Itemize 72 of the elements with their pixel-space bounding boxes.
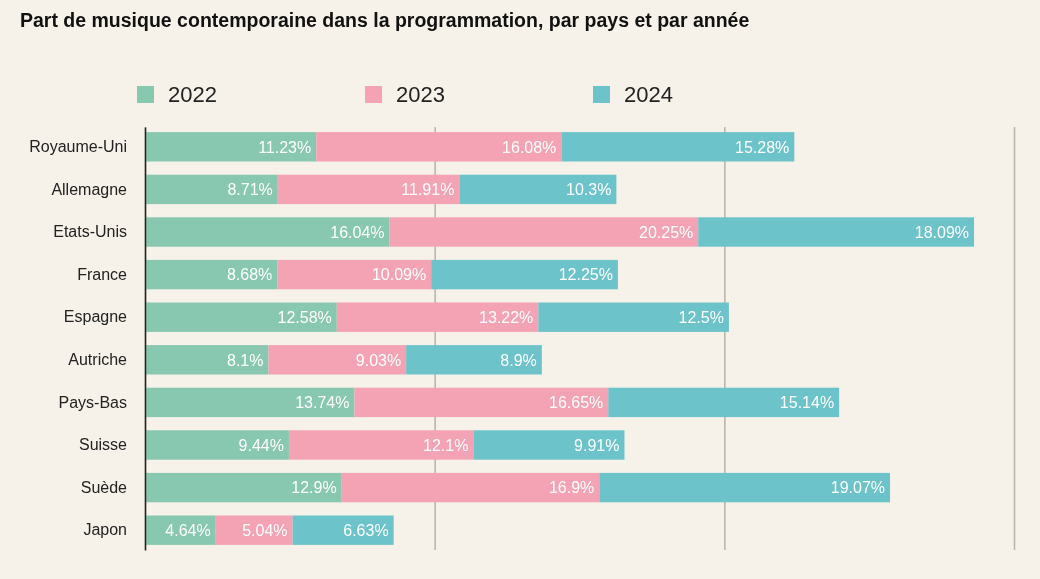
data-label: 16.9% — [548, 479, 595, 497]
data-label: 10.3% — [566, 181, 612, 199]
data-label: 16.08% — [502, 138, 557, 156]
data-label: 13.22% — [479, 308, 534, 326]
data-label: 10.09% — [371, 266, 427, 284]
data-label: 12.25% — [558, 266, 613, 284]
bar — [145, 387, 355, 418]
bar — [277, 259, 432, 290]
bar — [145, 217, 390, 247]
bar — [354, 387, 609, 418]
data-label: 6.63% — [343, 521, 389, 539]
bar — [145, 174, 278, 205]
y-tick-label: Espagne — [63, 308, 128, 326]
data-label: 12.9% — [291, 479, 337, 497]
y-tick-label: Autriche — [68, 350, 128, 368]
data-label: 8.68% — [226, 266, 273, 284]
bar — [608, 387, 840, 418]
data-label: 15.14% — [779, 394, 835, 412]
legend-label: 2024 — [624, 81, 673, 107]
legend-label: 2022 — [168, 81, 217, 107]
bar — [431, 259, 618, 290]
bar — [316, 132, 562, 162]
y-tick-label: Japon — [83, 521, 127, 539]
bar — [341, 472, 600, 503]
data-label: 12.1% — [423, 436, 469, 454]
y-tick-label: France — [77, 265, 128, 283]
y-tick-label: Royaume-Uni — [29, 137, 127, 155]
bar — [561, 132, 795, 162]
data-label: 9.44% — [238, 436, 284, 454]
y-tick-label: Suisse — [78, 436, 128, 454]
bar — [406, 345, 542, 375]
data-label: 8.71% — [227, 181, 273, 199]
data-label: 5.04% — [242, 521, 288, 539]
bar — [389, 217, 699, 247]
legend-label: 2023 — [396, 81, 445, 107]
bar — [145, 472, 342, 503]
data-label: 13.74% — [295, 394, 350, 412]
bar — [145, 345, 269, 375]
y-tick-label: Pays-Bas — [58, 393, 127, 411]
bar — [599, 472, 891, 503]
bar — [698, 217, 975, 247]
data-label: 20.25% — [639, 223, 694, 241]
bar — [215, 515, 293, 545]
data-label: 9.91% — [574, 436, 620, 454]
data-label: 19.07% — [830, 479, 886, 497]
bar — [538, 302, 729, 332]
data-label: 4.64% — [165, 521, 211, 539]
data-label: 12.58% — [277, 308, 332, 326]
data-label: 11.91% — [401, 181, 455, 199]
bar — [145, 302, 337, 332]
bar — [473, 430, 625, 460]
bar — [268, 345, 407, 375]
data-label: 11.23% — [258, 138, 312, 156]
data-label: 8.9% — [500, 351, 537, 369]
bar — [288, 430, 474, 460]
data-label: 8.1% — [227, 351, 264, 369]
y-tick-label: Allemagne — [51, 180, 128, 198]
data-label: 12.5% — [678, 308, 724, 326]
y-tick-label: Etats-Unis — [53, 223, 127, 241]
data-label: 9.03% — [355, 351, 402, 369]
chart-title: Part de musique contemporaine dans la programmation, par pays et par année — [20, 9, 750, 31]
bar — [145, 430, 289, 460]
y-tick-label: Suède — [80, 478, 128, 496]
data-label: 16.65% — [549, 394, 604, 412]
bar — [459, 174, 617, 205]
bar — [277, 174, 460, 205]
bar — [145, 132, 317, 162]
bar — [336, 302, 539, 332]
data-label: 15.28% — [735, 138, 790, 156]
data-label: 18.09% — [914, 223, 970, 241]
bar — [292, 515, 394, 545]
data-label: 16.04% — [330, 223, 385, 241]
